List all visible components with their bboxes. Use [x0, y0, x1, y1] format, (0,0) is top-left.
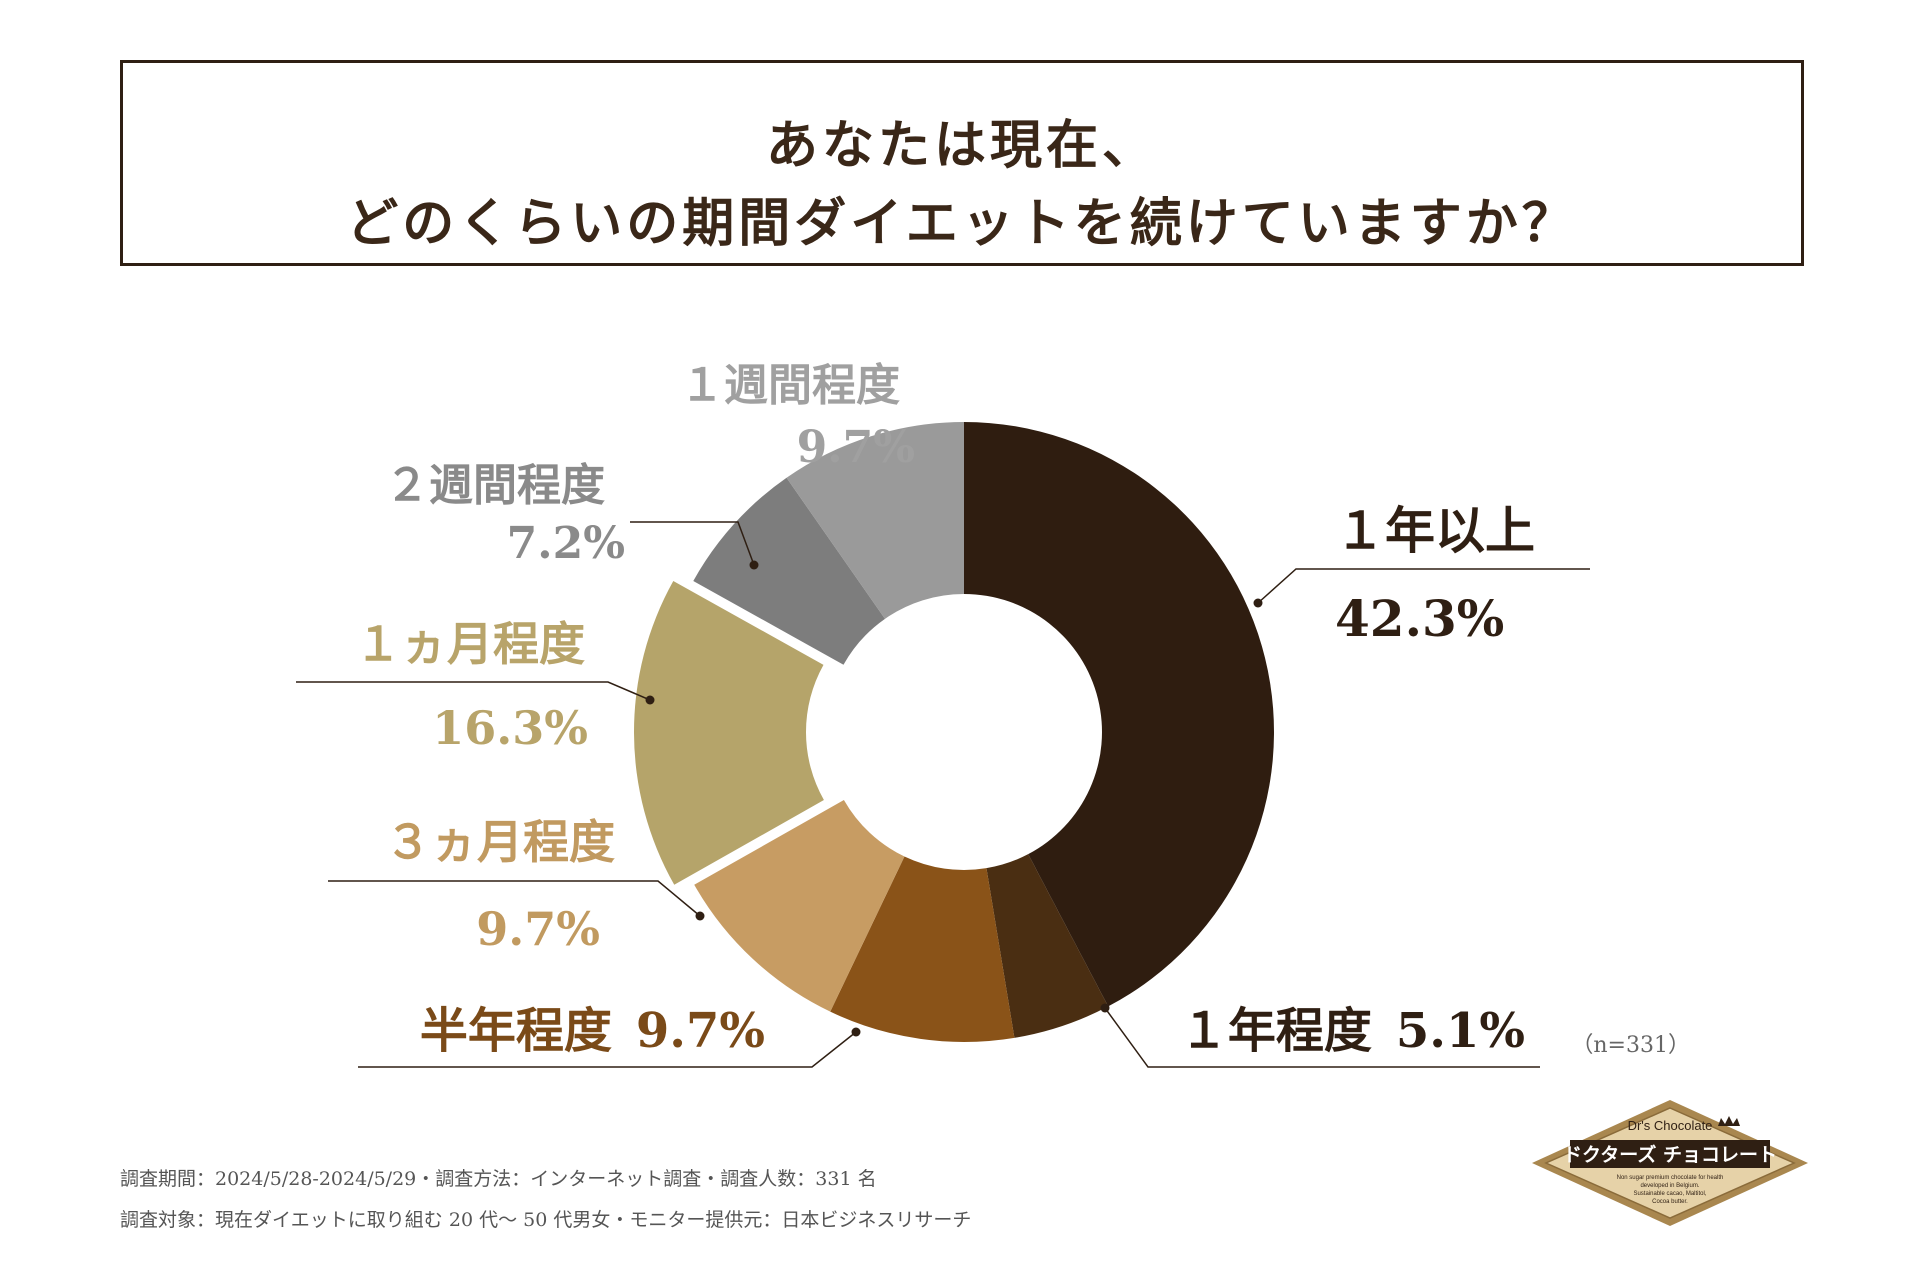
slice-about-2-weeks — [693, 477, 885, 665]
slice-about-1-week — [786, 422, 964, 619]
slice-value-half-year: 9.7% — [612, 1003, 765, 1059]
slice-about-1-year — [986, 854, 1109, 1038]
leader-dot-about-3-months — [695, 911, 705, 921]
leader-dot-half-year — [851, 1027, 861, 1037]
logo-brand-jp: ドクターズ チョコレート — [1563, 1143, 1777, 1166]
slice-text-half-year: 半年程度 9.7% — [420, 1003, 765, 1059]
slice-label-about-1-week: １週間程度 — [680, 360, 900, 411]
logo-tagline-3: Sustainable cacao, Maltitol, — [1633, 1191, 1706, 1197]
slice-text-about-1-year: １年程度 5.1% — [1180, 1003, 1525, 1059]
leader-dot-about-1-month — [645, 695, 655, 705]
slice-label-about-2-weeks: ２週間程度 — [385, 460, 605, 511]
slice-labels: １年以上 42.3% １年程度 5.1% 半年程度 9.7% ３ヵ月程度 9.7% １ヵ月程… — [355, 360, 1535, 1059]
slice-label-about-3-months: ３ヵ月程度 — [385, 815, 615, 869]
leader-dot-over-1-year — [1253, 598, 1263, 608]
logo-tagline-2: developed in Belgium. — [1640, 1183, 1699, 1189]
slice-about-3-months — [694, 800, 905, 1012]
leader-line-over-1-year — [1257, 568, 1590, 604]
slice-about-1-month — [634, 581, 824, 885]
leader-dot-about-1-year — [1100, 1003, 1110, 1013]
survey-info-line-2: 調査対象：現在ダイエットに取り組む 20 代〜 50 代男女・モニター提供元：日… — [120, 1209, 972, 1231]
slice-value-about-1-year: 5.1% — [1372, 1003, 1525, 1059]
sample-size-label: （n=331） — [1571, 1033, 1690, 1058]
logo-band — [1570, 1140, 1770, 1168]
leader-line-about-1-month — [296, 681, 651, 701]
title-box: あなたは現在、 どのくらいの期間ダイエットを続けていますか？ — [120, 60, 1804, 266]
title-line-2: どのくらいの期間ダイエットを続けていますか？ — [346, 193, 1578, 254]
donut-slices — [634, 422, 1274, 1042]
title-line-1: あなたは現在、 — [765, 115, 1158, 176]
leader-line-about-1-year — [1104, 1007, 1540, 1068]
slice-label-half-year: 半年程度 — [420, 1003, 612, 1059]
leader-lines — [296, 521, 1590, 1068]
crown-icon — [1718, 1116, 1740, 1126]
slice-label-over-1-year: １年以上 — [1335, 501, 1535, 560]
slice-label-about-1-month: １ヵ月程度 — [355, 617, 585, 671]
slice-value-about-2-weeks: 7.2% — [507, 518, 625, 569]
brand-logo: Dr's Chocolate ドクターズ チョコレート Non sugar pr… — [1532, 1100, 1808, 1226]
leader-line-about-3-months — [328, 880, 701, 917]
slice-value-over-1-year: 42.3% — [1335, 589, 1504, 648]
leader-line-half-year — [358, 1031, 857, 1068]
slice-over-1-year — [964, 422, 1274, 1007]
logo-brand-en: Dr's Chocolate — [1628, 1118, 1713, 1133]
slice-half-year — [830, 856, 1015, 1042]
logo-tagline-4: Cocoa butter. — [1652, 1199, 1688, 1205]
slice-value-about-1-week: 9.7% — [797, 422, 915, 473]
survey-info-line-1: 調査期間：2024/5/28-2024/5/29・調査方法：インターネット調査・… — [120, 1168, 877, 1190]
slice-label-about-1-year: １年程度 — [1180, 1003, 1372, 1059]
leader-dot-about-2-weeks — [749, 560, 759, 570]
logo-tagline-1: Non sugar premium chocolate for health — [1617, 1175, 1724, 1181]
leader-line-about-2-weeks — [630, 521, 755, 566]
slice-value-about-1-month: 16.3% — [432, 701, 588, 755]
slice-value-about-3-months: 9.7% — [476, 902, 600, 956]
